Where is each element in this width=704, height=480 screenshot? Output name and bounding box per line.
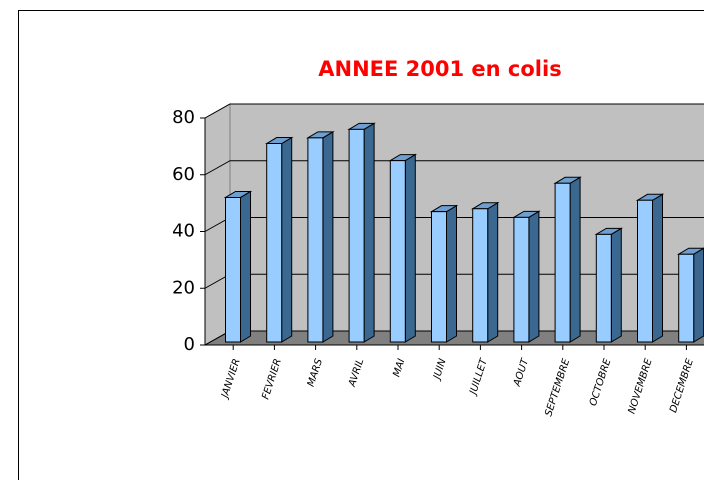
grid-line <box>204 160 704 176</box>
bar-face <box>389 160 406 343</box>
bar-face <box>240 190 251 343</box>
bar <box>676 247 704 343</box>
y-tick-label: 80 <box>172 107 195 128</box>
y-tick-label: 0 <box>184 334 195 355</box>
bar-face <box>266 143 283 343</box>
bar <box>635 193 665 343</box>
bar-face <box>225 196 241 343</box>
bar-face <box>554 182 571 343</box>
y-tick-label: 60 <box>172 164 195 185</box>
x-tick-label: MAI <box>391 357 407 378</box>
bar-face <box>446 204 457 343</box>
bar <box>429 204 459 343</box>
bar-face <box>528 210 540 343</box>
bar <box>347 122 376 343</box>
bar-face <box>595 233 612 343</box>
bar <box>594 227 624 343</box>
bar <box>512 210 541 343</box>
bar-face <box>348 128 365 343</box>
bar <box>223 190 253 343</box>
bar-face <box>487 201 499 343</box>
bar-face <box>693 247 704 343</box>
grid-line <box>204 103 704 119</box>
bar <box>470 201 500 343</box>
bar-face <box>569 176 581 343</box>
bar <box>264 136 294 343</box>
bar-face <box>431 211 447 343</box>
bar-face <box>281 136 293 343</box>
y-tick-label: 20 <box>172 277 195 298</box>
bar <box>306 130 335 343</box>
bar <box>553 176 582 343</box>
bar-face <box>472 208 489 343</box>
bar-face <box>307 137 324 343</box>
y-tick-label: 40 <box>172 221 195 242</box>
bar-face <box>322 130 334 343</box>
bar <box>388 153 418 343</box>
bar-face <box>363 122 375 343</box>
bar-face <box>678 253 695 343</box>
bar-face <box>652 193 663 343</box>
bar-face <box>610 227 622 343</box>
chart-title: ANNEE 2001 en colis <box>318 57 561 81</box>
bar-face <box>637 199 653 343</box>
bar-face <box>513 216 530 343</box>
bar-face <box>404 153 416 343</box>
